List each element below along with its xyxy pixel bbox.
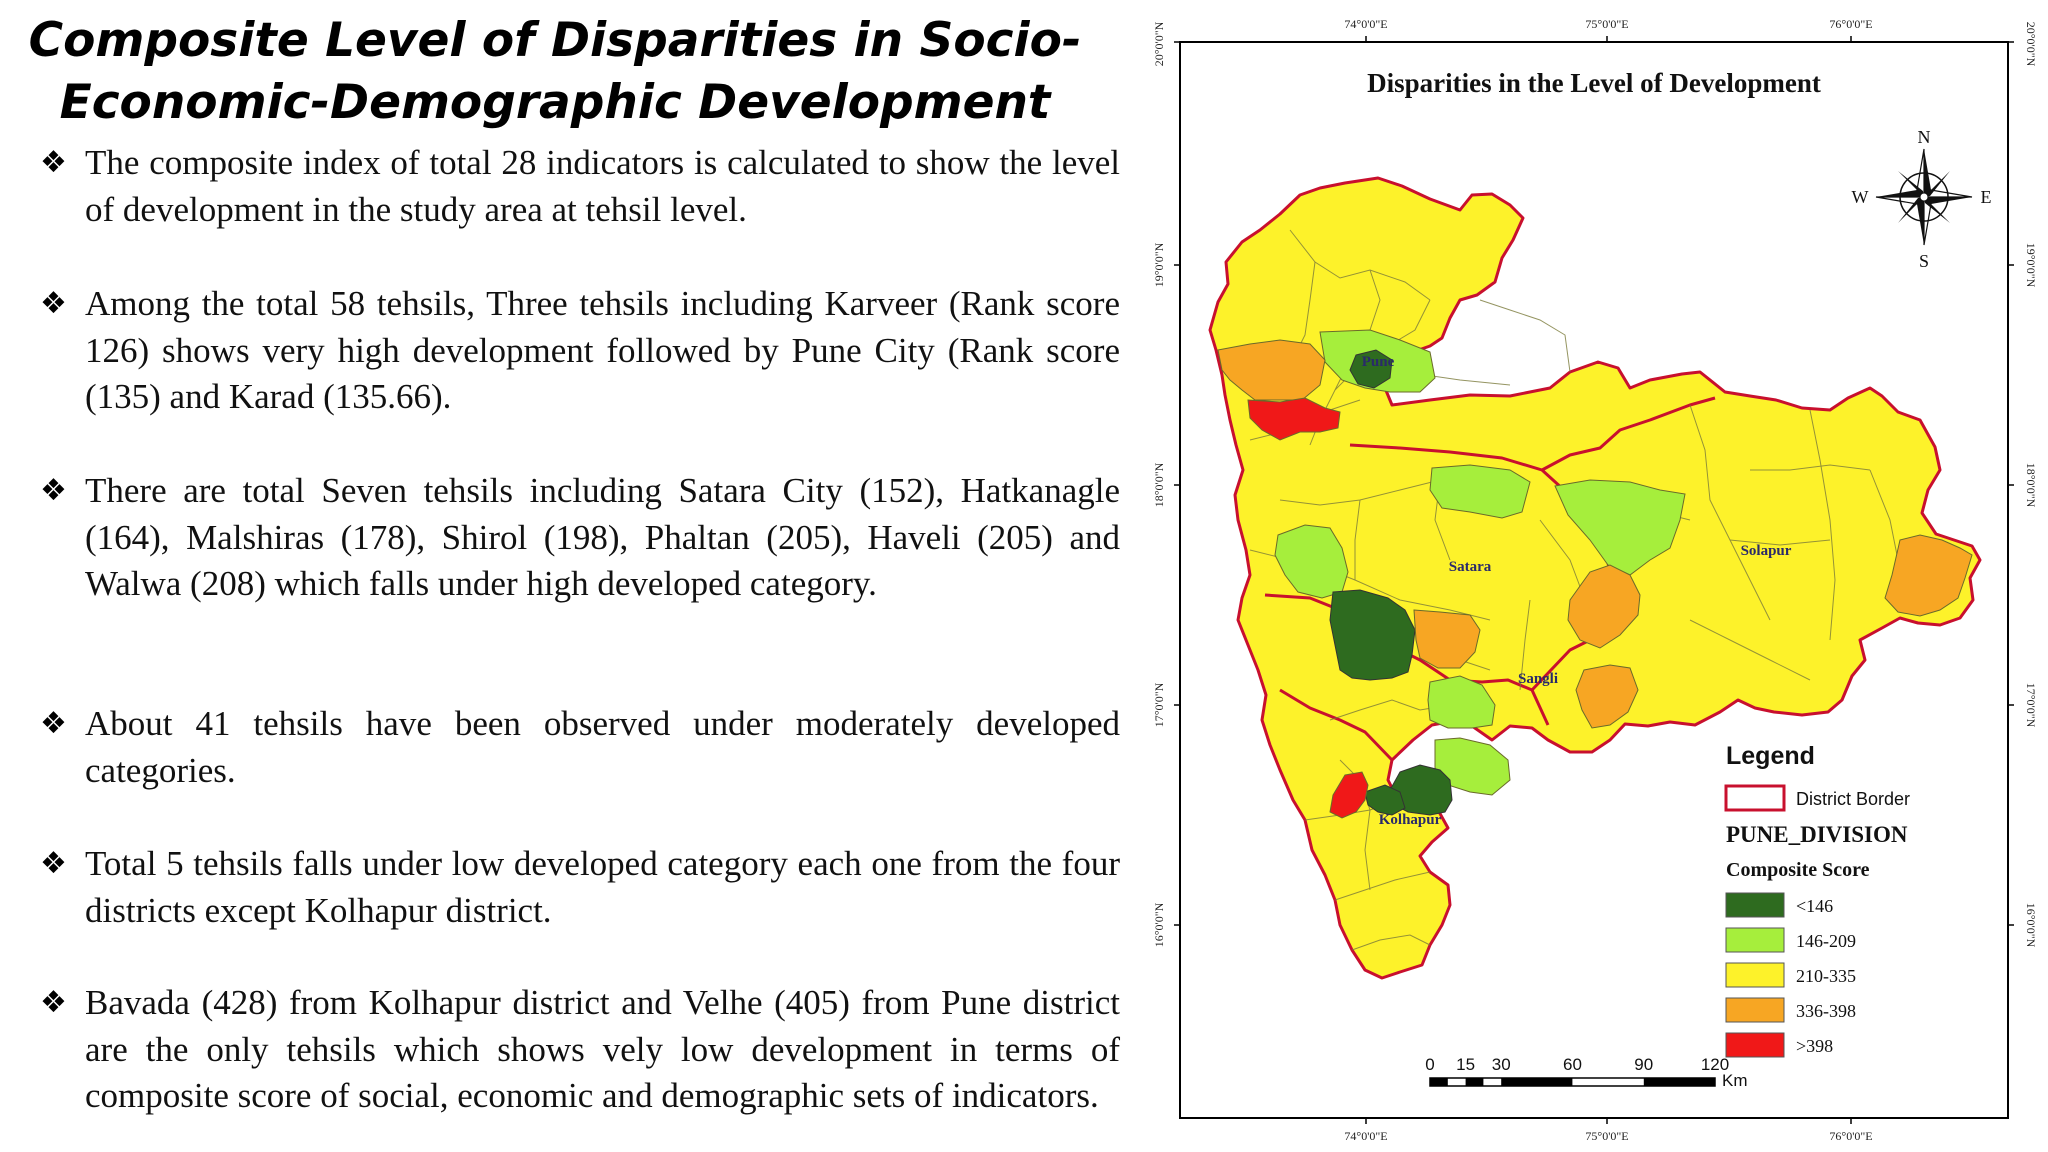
legend-swatch — [1725, 997, 1785, 1023]
tehsil-low — [1575, 664, 1639, 729]
bullet-text: Among the total 58 tehsils, Three tehsil… — [85, 284, 1120, 416]
scale-unit: Km — [1722, 1071, 1748, 1090]
tehsil-high — [1429, 464, 1531, 519]
scale-bar: 0 15 30 60 90 120 Km — [1425, 1055, 1747, 1090]
tehsil-very-high — [1364, 784, 1406, 816]
legend-swatch — [1725, 892, 1785, 918]
lon-label-bottom: 74°0'0"E — [1344, 1129, 1387, 1143]
lat-label-right: 16°0'0"N — [2024, 903, 2038, 948]
scale-tick-label: 30 — [1492, 1055, 1511, 1074]
choropleth-map: Pune Satara Solapur Sangli Kolhapur — [1208, 176, 1982, 980]
lat-label-right: 18°0'0"N — [2024, 463, 2038, 508]
bullet-marker-icon: ❖ — [40, 985, 67, 1020]
bullet-marker-icon: ❖ — [40, 145, 67, 180]
lat-label-left: 20°0'0"N — [1152, 21, 1166, 66]
scale-segment — [1501, 1078, 1573, 1086]
bullet-marker-icon: ❖ — [40, 846, 67, 881]
legend-swatch — [1725, 1032, 1785, 1058]
bullet-text: Bavada (428) from Kolhapur district and … — [85, 983, 1120, 1115]
lon-ticks — [1174, 36, 2014, 1124]
lon-label-bottom: 76°0'0"E — [1829, 1129, 1872, 1143]
district-label: Solapur — [1741, 543, 1792, 559]
legend-score-title: Composite Score — [1726, 859, 1870, 881]
lat-label-right: 19°0'0"N — [2024, 243, 2038, 288]
tehsil-very-high — [1349, 349, 1393, 389]
compass-w: W — [1852, 187, 1869, 207]
scale-tick-labels: 0 15 30 60 90 120 — [1425, 1055, 1729, 1074]
district-label: Satara — [1449, 559, 1492, 575]
legend-class-label: >398 — [1796, 1036, 1833, 1056]
scale-tick-label: 120 — [1701, 1055, 1729, 1074]
scale-tick-label: 0 — [1425, 1055, 1434, 1074]
lon-label-top: 76°0'0"E — [1829, 17, 1872, 31]
tehsil-high — [1427, 675, 1496, 729]
scale-tick-label: 90 — [1634, 1055, 1653, 1074]
legend-division: PUNE_DIVISION — [1726, 822, 1908, 847]
legend-border-swatch — [1724, 784, 1786, 812]
legend-border-label: District Border — [1796, 789, 1910, 809]
tehsil-low — [1884, 534, 1973, 617]
lon-label-top: 75°0'0"E — [1585, 17, 1628, 31]
scale-segment — [1430, 1078, 1448, 1086]
bullet-marker-icon: ❖ — [40, 473, 67, 508]
scale-tick-label: 60 — [1563, 1055, 1582, 1074]
legend-swatch — [1725, 962, 1785, 988]
legend-title: Legend — [1726, 742, 1815, 770]
lat-label-right: 20°0'0"N — [2024, 22, 2038, 67]
lat-label-left: 18°0'0"N — [1152, 462, 1166, 507]
tehsil-high — [1554, 479, 1686, 576]
tehsil-very-high — [1329, 589, 1416, 681]
tehsil-low — [1413, 609, 1481, 669]
compass-s: S — [1919, 251, 1929, 271]
legend-class-label: 146-209 — [1796, 931, 1856, 951]
bullet-text: The composite index of total 28 indicato… — [85, 143, 1120, 229]
compass-e: E — [1981, 187, 1992, 207]
district-label: Sangli — [1518, 671, 1558, 687]
tehsil-very-low — [1247, 397, 1341, 441]
tehsil-low — [1567, 564, 1641, 649]
map-legend: Legend District Border PUNE_DIVISION Com… — [1724, 742, 1910, 1058]
bullet-text: There are total Seven tehsils including … — [85, 471, 1120, 603]
north-arrow-icon: N S E W — [1852, 127, 1992, 271]
district-label: Pune — [1362, 354, 1395, 370]
lon-label-bottom: 75°0'0"E — [1585, 1129, 1628, 1143]
lat-label-left: 19°0'0"N — [1152, 242, 1166, 287]
tehsil-very-low — [1329, 771, 1369, 819]
compass-n: N — [1918, 127, 1931, 147]
scale-segment — [1643, 1078, 1715, 1086]
lon-label-top: 74°0'0"E — [1344, 17, 1387, 31]
scale-tick-label: 15 — [1456, 1055, 1475, 1074]
bullet-marker-icon: ❖ — [40, 706, 67, 741]
slide-title: Composite Level of Disparities in Socio-… — [28, 13, 1082, 130]
lat-label-left: 16°0'0"N — [1152, 902, 1166, 947]
scale-segment — [1465, 1078, 1484, 1086]
legend-class-label: 210-335 — [1796, 966, 1856, 986]
bullet-text: Total 5 tehsils falls under low develope… — [85, 844, 1120, 930]
district-label: Kolhapur — [1379, 812, 1442, 828]
map-title: Disparities in the Level of Development — [1367, 68, 1821, 98]
legend-classes: <146 146-209 210-335 336-398 >398 — [1725, 892, 1856, 1058]
lat-label-right: 17°0'0"N — [2024, 683, 2038, 728]
lat-label-left: 17°0'0"N — [1152, 682, 1166, 727]
map-figure: 74°0'0"E 75°0'0"E 76°0'0"E 74°0'0"E 75°0… — [1152, 17, 2038, 1143]
legend-swatch — [1725, 927, 1785, 953]
bullet-marker-icon: ❖ — [40, 286, 67, 321]
legend-class-label: <146 — [1796, 896, 1833, 916]
legend-class-label: 336-398 — [1796, 1001, 1856, 1021]
bullet-text: About 41 tehsils have been observed unde… — [85, 704, 1120, 790]
